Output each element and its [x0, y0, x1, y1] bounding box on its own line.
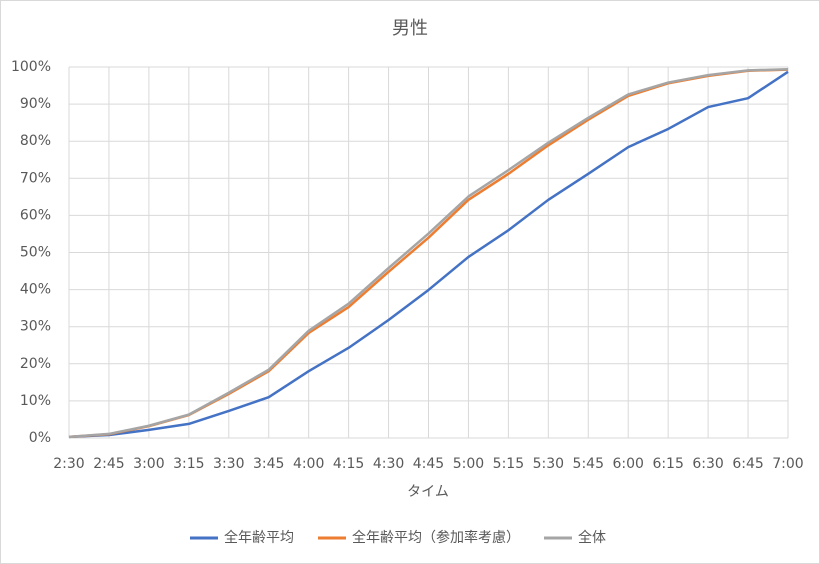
x-tick-label: 3:45 [253, 456, 284, 472]
x-tick-label: 6:30 [692, 456, 723, 472]
x-tick-label: 2:45 [93, 456, 124, 472]
y-tick-label: 30% [20, 319, 51, 335]
x-tick-label: 4:00 [293, 456, 324, 472]
x-tick-label: 6:15 [652, 456, 683, 472]
x-tick-label: 4:45 [413, 456, 444, 472]
y-tick-label: 40% [20, 282, 51, 298]
x-tick-label: 5:30 [533, 456, 564, 472]
x-tick-label: 6:00 [612, 456, 643, 472]
y-tick-label: 90% [20, 96, 51, 112]
y-tick-label: 10% [20, 393, 51, 409]
x-tick-label: 3:15 [173, 456, 204, 472]
y-tick-label: 70% [20, 170, 51, 186]
y-tick-label: 50% [20, 245, 51, 261]
y-tick-label: 20% [20, 356, 51, 372]
x-tick-label: 4:30 [373, 456, 404, 472]
x-tick-label: 3:00 [133, 456, 164, 472]
x-tick-label: 6:45 [732, 456, 763, 472]
y-tick-label: 80% [20, 133, 51, 149]
y-tick-label: 0% [29, 430, 51, 446]
x-tick-label: 3:30 [213, 456, 244, 472]
legend-label: 全体 [578, 529, 606, 546]
chart-title: 男性 [392, 18, 428, 39]
x-tick-label: 7:00 [772, 456, 803, 472]
y-tick-label: 100% [11, 59, 51, 75]
series-line [68, 67, 789, 439]
x-tick-label: 4:15 [333, 456, 364, 472]
x-tick-label: 5:45 [573, 456, 604, 472]
x-axis-label: タイム [407, 484, 449, 500]
series-line [68, 70, 789, 439]
y-tick-label: 60% [20, 207, 51, 223]
x-tick-label: 2:30 [53, 456, 84, 472]
legend-label: 全年齢平均（参加率考慮） [352, 529, 520, 546]
x-tick-label: 5:15 [493, 456, 524, 472]
x-tick-label: 5:00 [453, 456, 484, 472]
legend-label: 全年齢平均 [224, 529, 294, 546]
